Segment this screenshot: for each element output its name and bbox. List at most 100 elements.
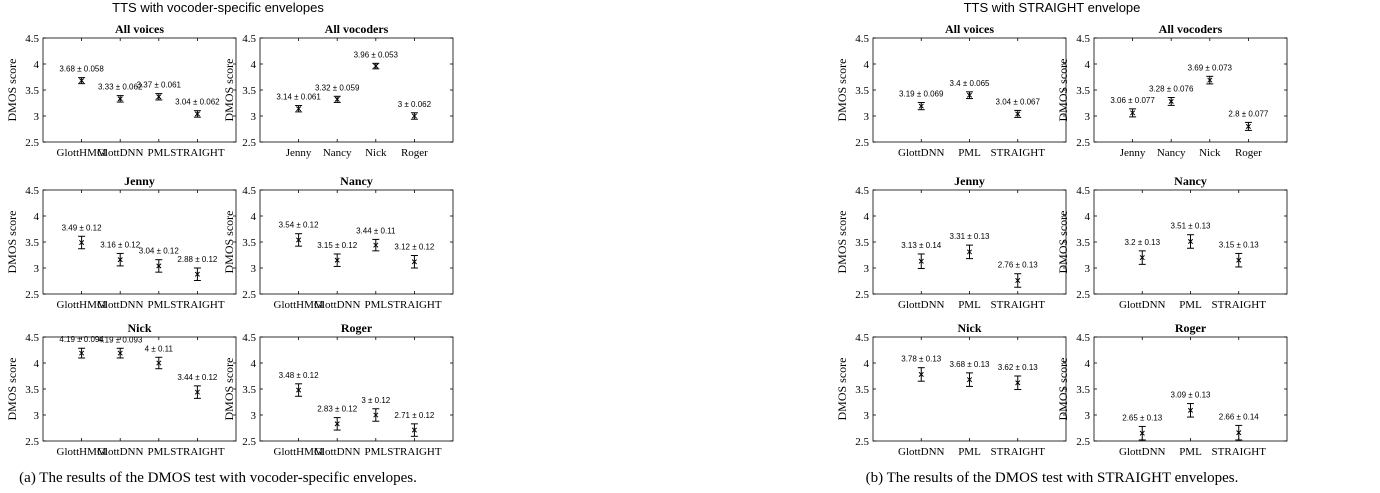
x-tick-label: STRAIGHT: [991, 147, 1046, 159]
data-label: 3.14 ± 0.061: [276, 93, 321, 102]
x-tick-label: GlottHMM: [274, 299, 324, 311]
y-axis-label: DMOS score: [1056, 211, 1070, 274]
x-tick-label: STRAIGHT: [387, 446, 442, 458]
data-label: 3.49 ± 0.12: [62, 223, 103, 232]
chart-panel: All voices DMOS score 2.5 3 3.5 4 4.5 GlottDNN 3…: [835, 22, 1067, 159]
x-tick-label: GlottHMM: [57, 299, 107, 311]
chart-panel: Jenny DMOS score 2.5 3 3.5 4 4.5 GlottDNN 3.13 ±…: [835, 174, 1067, 311]
chart-panel: All voices DMOS score 2.5 3 3.5 4 4.5 GlottHMM 3…: [5, 22, 237, 159]
y-tick-label: 4.5: [242, 332, 256, 344]
data-point: [1015, 380, 1021, 386]
data-point: [156, 94, 162, 100]
y-tick-label: 3: [864, 410, 870, 422]
x-tick-label: GlottDNN: [97, 446, 144, 458]
data-label: 3.28 ± 0.076: [1149, 84, 1194, 93]
x-tick-label: GlottDNN: [314, 446, 361, 458]
y-tick-label: 4.5: [1076, 33, 1090, 45]
data-label: 3 ± 0.12: [361, 396, 390, 405]
x-tick-label: Roger: [401, 147, 428, 159]
y-tick-label: 4: [251, 358, 257, 370]
figure-b-title: TTS with STRAIGHT envelope: [963, 0, 1141, 15]
plot-frame: [259, 336, 454, 442]
data-point: [1139, 430, 1145, 436]
x-tick-label: PML: [364, 446, 387, 458]
x-tick-label: STRAIGHT: [387, 299, 442, 311]
panel-title: Jenny: [124, 174, 155, 188]
y-axis-label: DMOS score: [1056, 59, 1070, 122]
x-tick-label: STRAIGHT: [991, 446, 1046, 458]
data-point: [117, 350, 123, 356]
data-label: 2.8 ± 0.077: [1228, 109, 1269, 118]
x-tick-label: GlottDNN: [97, 299, 144, 311]
y-tick-label: 4: [864, 211, 870, 223]
y-tick-label: 3.5: [855, 384, 869, 396]
data-label: 3.68 ± 0.13: [950, 360, 991, 369]
y-axis-label: DMOS score: [222, 59, 236, 122]
data-point: [1236, 430, 1242, 436]
y-tick-label: 3.5: [25, 237, 39, 249]
panel-title: All vocoders: [325, 22, 389, 36]
x-tick-label: Roger: [1235, 147, 1262, 159]
chart-panel: All vocoders DMOS score 2.5 3 3.5 4 4.5 Jenny 3.…: [1056, 22, 1288, 159]
y-tick-label: 2.5: [25, 289, 39, 301]
data-point: [411, 259, 417, 265]
x-tick-label: STRAIGHT: [1212, 299, 1267, 311]
data-label: 3.19 ± 0.069: [899, 90, 944, 99]
figure-a-title: TTS with vocoder-specific envelopes: [112, 0, 324, 15]
x-tick-label: PML: [958, 299, 981, 311]
y-tick-label: 4: [1085, 59, 1091, 71]
y-tick-label: 2.5: [242, 137, 256, 149]
data-point: [156, 360, 162, 366]
x-tick-label: STRAIGHT: [170, 446, 225, 458]
y-tick-label: 2.5: [25, 436, 39, 448]
panel-title: Nick: [128, 321, 152, 335]
data-point: [373, 242, 379, 248]
y-axis-label: DMOS score: [835, 358, 849, 421]
y-tick-label: 3: [864, 263, 870, 275]
data-point: [79, 239, 85, 246]
x-tick-label: PML: [1179, 446, 1202, 458]
plot-frame: [42, 336, 237, 442]
y-tick-label: 3: [34, 410, 40, 422]
y-tick-label: 3: [251, 263, 257, 275]
y-tick-label: 4: [251, 59, 257, 71]
y-axis-label: DMOS score: [5, 59, 19, 122]
data-label: 4.19 ± 0.094: [59, 335, 104, 344]
panel-title: Nancy: [340, 174, 373, 188]
data-label: 3.51 ± 0.13: [1171, 222, 1212, 231]
x-tick-label: GlottDNN: [97, 147, 144, 159]
chart-panel: Nancy DMOS score 2.5 3 3.5 4 4.5 GlottDNN 3.2 ± …: [1056, 174, 1288, 311]
y-tick-label: 4.5: [855, 33, 869, 45]
panel-title: Jenny: [954, 174, 985, 188]
data-point: [373, 63, 379, 69]
y-tick-label: 3.5: [242, 237, 256, 249]
data-label: 3.78 ± 0.13: [901, 355, 942, 364]
y-tick-label: 2.5: [1076, 137, 1090, 149]
figure-a-caption: (a) The results of the DMOS test with vo…: [19, 470, 417, 486]
data-point: [1015, 111, 1021, 117]
y-tick-label: 3: [1085, 111, 1091, 123]
x-tick-label: PML: [147, 446, 170, 458]
x-tick-label: STRAIGHT: [1212, 446, 1267, 458]
data-label: 2.66 ± 0.14: [1219, 412, 1260, 421]
data-label: 3.4 ± 0.065: [950, 79, 991, 88]
data-label: 3.09 ± 0.13: [1171, 391, 1212, 400]
y-axis-label: DMOS score: [835, 211, 849, 274]
y-tick-label: 3.5: [855, 85, 869, 97]
data-label: 3.31 ± 0.13: [950, 232, 991, 241]
data-label: 3.16 ± 0.12: [100, 240, 141, 249]
y-tick-label: 3: [1085, 263, 1091, 275]
x-tick-label: GlottHMM: [57, 446, 107, 458]
data-point: [117, 257, 123, 263]
x-tick-label: PML: [958, 446, 981, 458]
y-tick-label: 4: [1085, 211, 1091, 223]
data-label: 3 ± 0.062: [398, 100, 432, 109]
data-label: 3.13 ± 0.14: [901, 241, 942, 250]
data-point: [334, 96, 340, 102]
data-point: [194, 271, 200, 277]
data-label: 3.96 ± 0.053: [354, 50, 399, 59]
data-point: [334, 421, 340, 427]
x-tick-label: GlottDNN: [898, 446, 945, 458]
y-tick-label: 4.5: [1076, 185, 1090, 197]
y-tick-label: 3: [1085, 410, 1091, 422]
